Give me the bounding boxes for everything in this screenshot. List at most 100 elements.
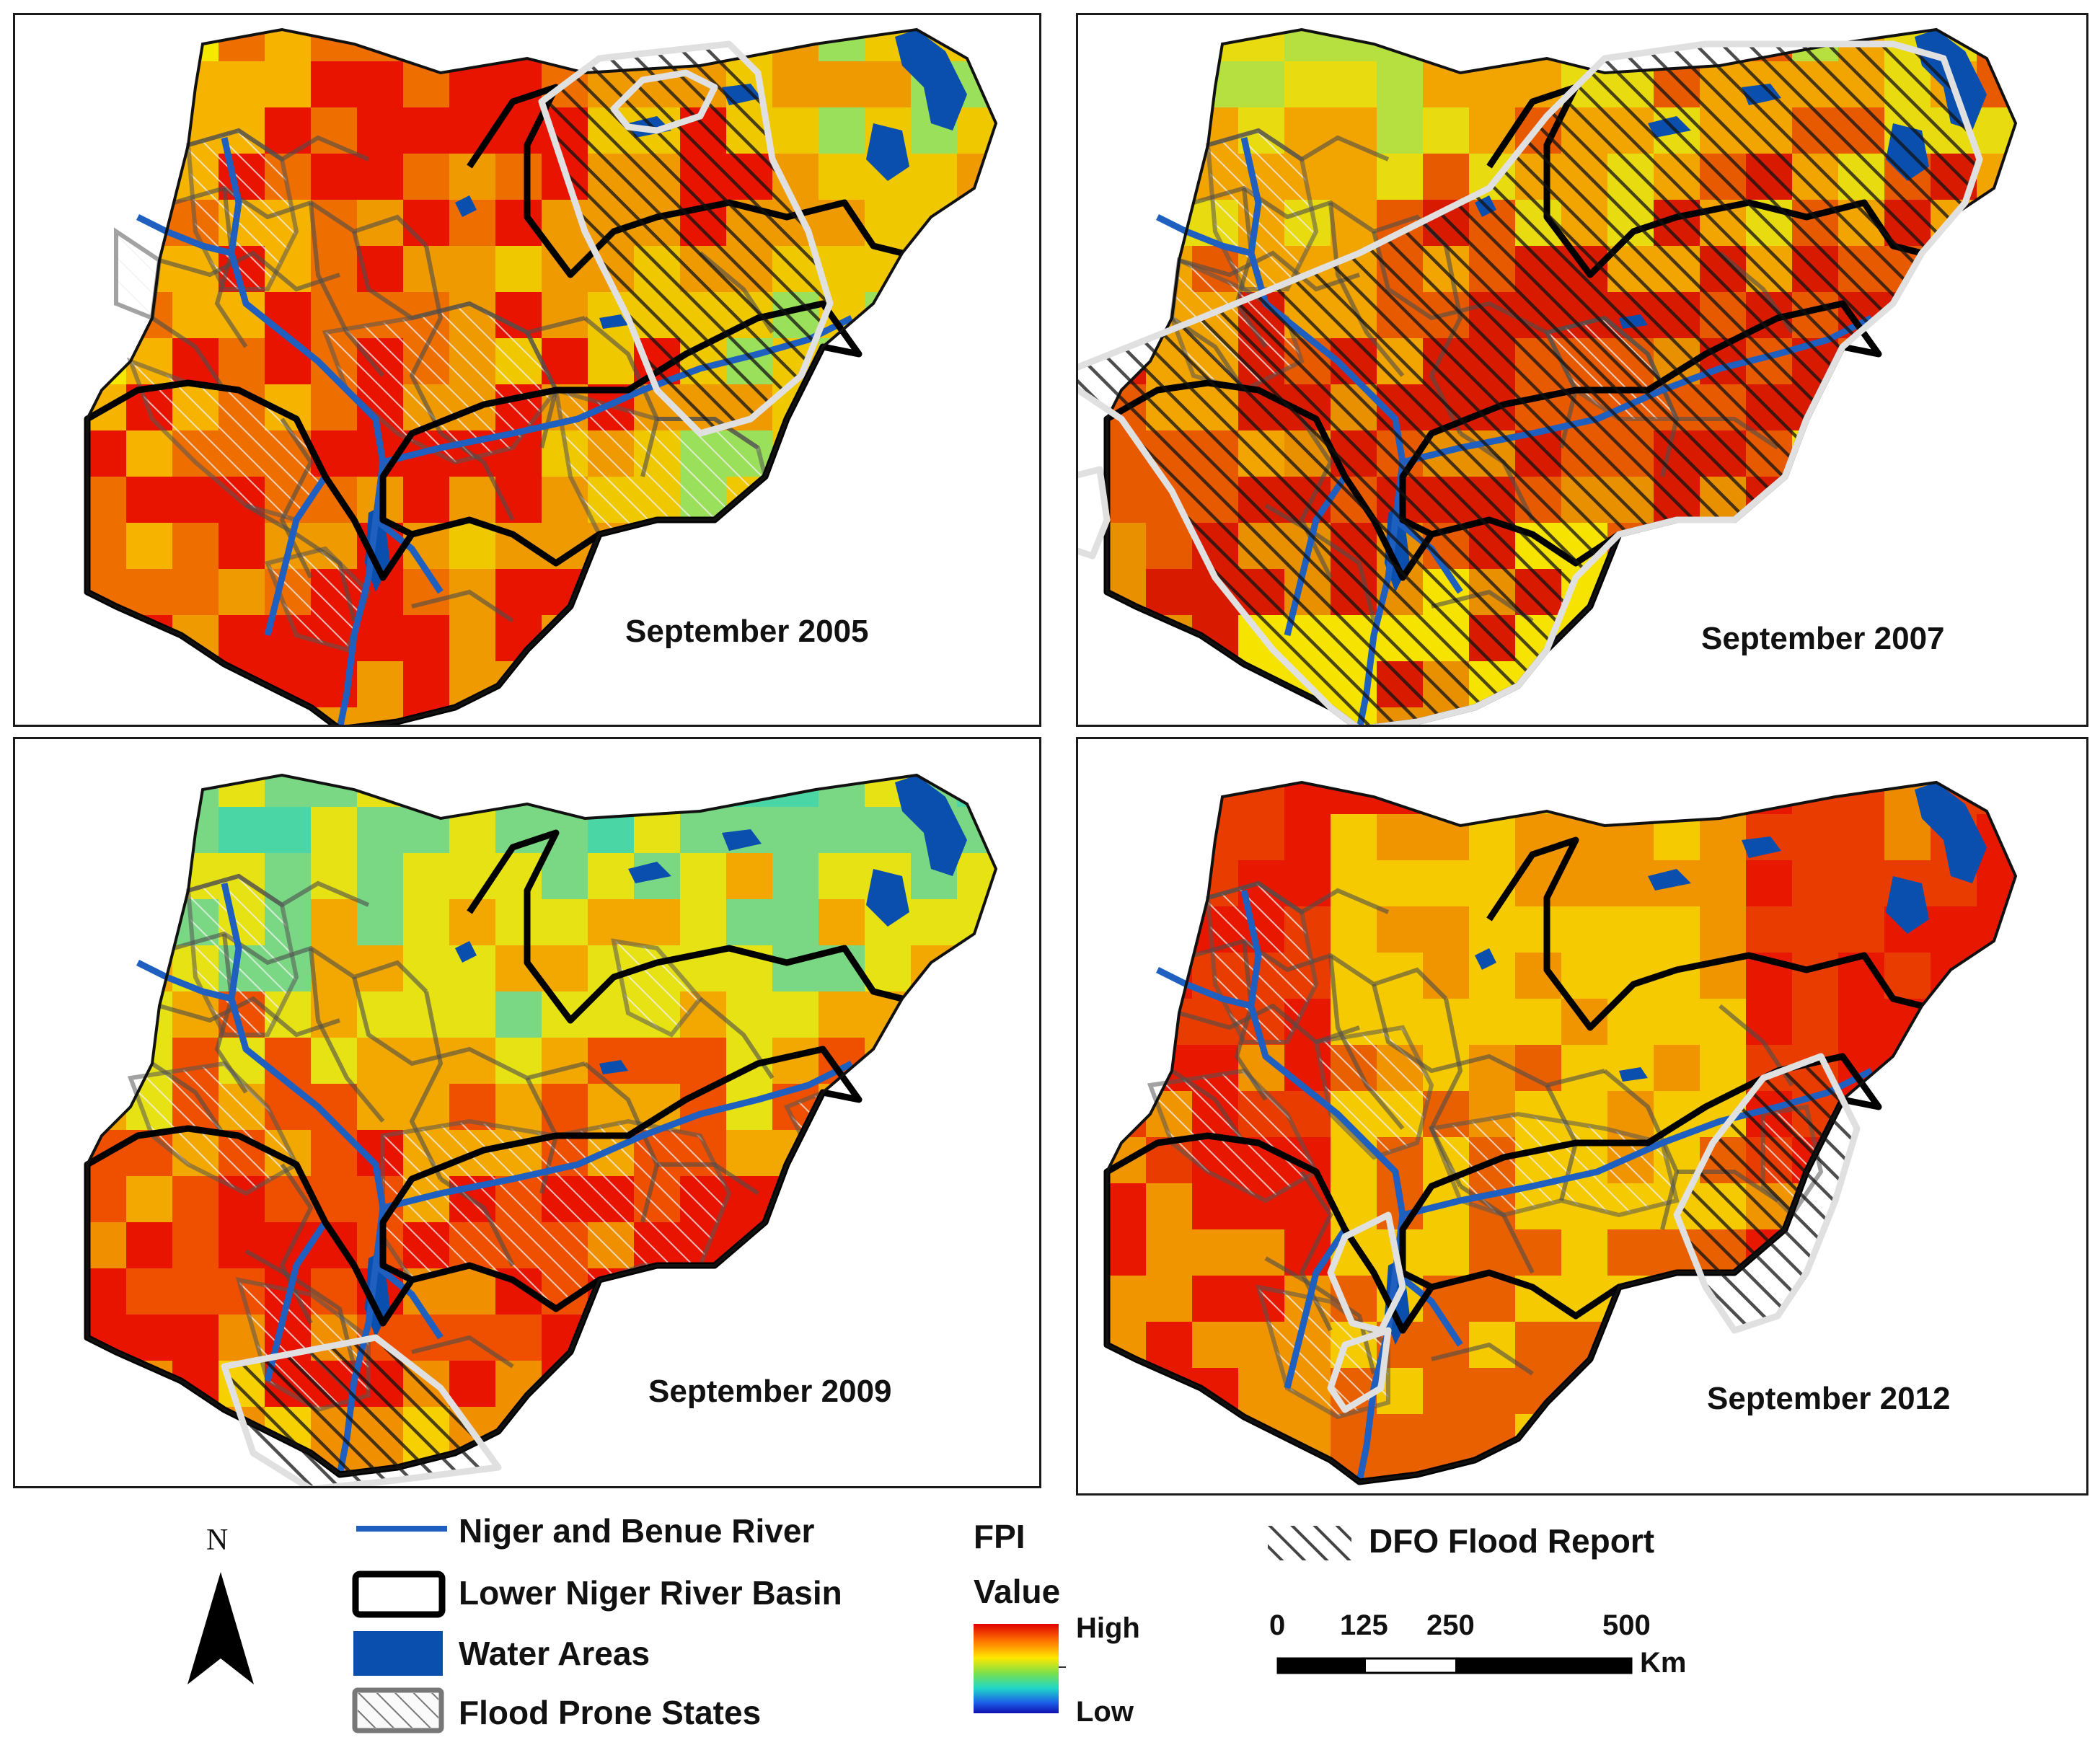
- lower-niger-basin-boundary: [467, 829, 904, 1024]
- niger-benue-river: [264, 474, 328, 637]
- niger-benue-river: [136, 959, 233, 1002]
- state-boundary: [409, 245, 444, 435]
- scale-tick-500: 500: [1602, 1609, 1651, 1641]
- flood-prone-state: [1428, 1111, 1680, 1218]
- flood-prone-legend-icon: [352, 1687, 444, 1733]
- water-area: [599, 314, 628, 329]
- north-arrow-icon: [188, 1572, 254, 1684]
- state-boundary: [244, 503, 356, 622]
- state-boundary: [159, 996, 340, 1038]
- niger-benue-river: [1155, 966, 1253, 1010]
- state-boundary: [352, 976, 586, 1081]
- basin-legend-label: Lower Niger River Basin: [459, 1574, 842, 1612]
- water-area: [1915, 782, 1987, 883]
- water-area: [1742, 836, 1781, 858]
- dfo-flood-report: [1327, 1327, 1392, 1413]
- scale-tick-0: 0: [1269, 1609, 1286, 1641]
- state-boundary: [1170, 1069, 1246, 1144]
- dfo-legend-icon: [1268, 1526, 1351, 1560]
- water-area: [1648, 869, 1691, 891]
- lower-niger-basin-boundary: [1486, 836, 1923, 1031]
- state-boundary: [1207, 880, 1390, 915]
- water-area: [866, 123, 909, 181]
- niger-benue-river: [381, 1060, 854, 1211]
- map-svg: [84, 27, 998, 725]
- state-boundary: [214, 187, 248, 348]
- niger-benue-river: [221, 137, 387, 725]
- map-svg: [1103, 780, 2018, 1485]
- water-area: [722, 829, 762, 851]
- dfo-legend-label: DFO Flood Report: [1369, 1522, 1655, 1560]
- scale-bar-graphic: [1276, 1657, 1633, 1674]
- panel-label: September 2012: [1707, 1381, 1951, 1416]
- state-boundary: [409, 991, 444, 1180]
- state-boundary: [1207, 128, 1390, 162]
- state-boundary: [583, 316, 660, 477]
- state-boundary: [159, 250, 340, 292]
- state-boundary: [657, 1162, 759, 1196]
- niger-benue-river: [136, 213, 233, 257]
- state-boundary: [309, 202, 385, 377]
- state-boundary: [411, 1335, 514, 1369]
- water-area: [1619, 1067, 1648, 1082]
- country-outline: [86, 773, 998, 1477]
- fpi-high-label: High: [1076, 1612, 1140, 1644]
- water-legend-icon: [353, 1631, 443, 1676]
- fpi-color-ramp: [974, 1624, 1066, 1713]
- panel-label: September 2007: [1701, 621, 1945, 656]
- niger-benue-river: [1284, 1227, 1348, 1390]
- fpi-title: FPI: [974, 1518, 1025, 1555]
- fpi-low-label: Low: [1076, 1696, 1134, 1728]
- fpi-value-label: Value: [974, 1573, 1061, 1610]
- niger-benue-river: [1155, 213, 1253, 257]
- flood-prone-legend-label: Flood Prone States: [459, 1694, 762, 1731]
- water-area: [599, 1060, 628, 1074]
- niger-benue-river: [374, 517, 444, 594]
- state-boundary: [1603, 1069, 1680, 1230]
- state-boundary: [151, 316, 226, 392]
- state-boundary: [151, 1061, 226, 1137]
- panel-label: September 2009: [648, 1374, 892, 1409]
- dfo-flood-report: [610, 69, 718, 134]
- river-legend-label: Niger and Benue River: [459, 1512, 815, 1550]
- state-boundary: [1429, 998, 1463, 1188]
- panel-label: September 2005: [625, 614, 869, 649]
- state-boundary: [279, 418, 314, 579]
- niger-benue-river: [374, 1263, 444, 1340]
- country-outline: [86, 27, 998, 725]
- niger-benue-river: [1240, 890, 1406, 1483]
- map-panel-2005: September 2005: [13, 13, 1041, 727]
- scale-tick-250: 250: [1426, 1609, 1475, 1641]
- dfo-flood-report: [1673, 1053, 1861, 1334]
- niger-benue-river: [264, 1220, 328, 1382]
- river-legend-icon: [356, 1526, 447, 1532]
- state-boundary: [1178, 1003, 1360, 1045]
- state-boundary: [411, 589, 514, 623]
- state-boundary: [1372, 984, 1605, 1088]
- basin-legend-icon: [352, 1570, 446, 1618]
- water-area: [628, 862, 671, 883]
- state-boundary: [214, 933, 248, 1094]
- water-area: [1475, 948, 1496, 970]
- water-area: [866, 869, 909, 927]
- state-boundary: [309, 947, 385, 1123]
- state-boundary: [1328, 955, 1405, 1130]
- map-panel-2007: September 2007: [1076, 13, 2088, 727]
- flood-prone-state: [611, 938, 703, 1038]
- water-legend-label: Water Areas: [459, 1635, 650, 1672]
- map-svg: [84, 773, 998, 1486]
- map-panel-2012: September 2012: [1076, 737, 2088, 1496]
- water-area: [455, 195, 477, 217]
- niger-benue-river: [1393, 1270, 1463, 1347]
- state-boundary: [188, 873, 370, 908]
- state-boundary: [244, 1249, 356, 1367]
- state-boundary: [188, 128, 370, 162]
- dfo-flood-report: [1078, 466, 1111, 560]
- state-boundary: [1431, 1342, 1534, 1376]
- state-boundary: [1299, 1170, 1333, 1332]
- map-panel-2009: September 2009: [13, 737, 1041, 1488]
- state-boundary: [1234, 940, 1268, 1101]
- state-boundary: [279, 1163, 314, 1325]
- state-boundary: [1264, 1256, 1376, 1374]
- country-outline: [1106, 780, 2018, 1484]
